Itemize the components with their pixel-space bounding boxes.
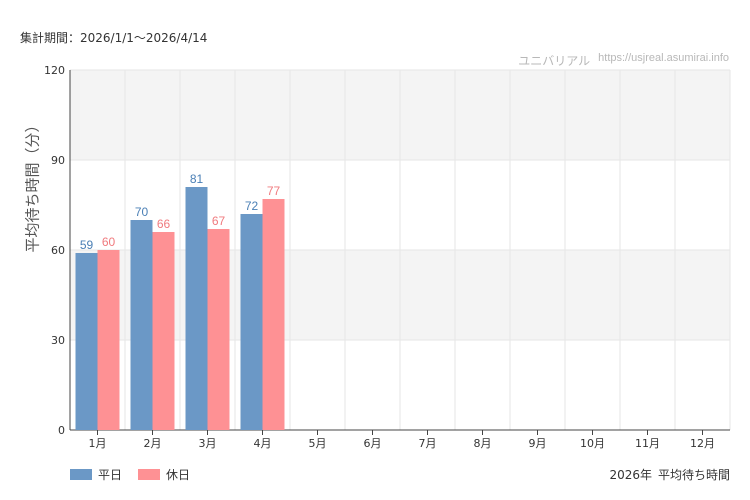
x-tick-label: 2月 bbox=[144, 437, 162, 450]
legend-swatch-weekday bbox=[70, 469, 92, 480]
bar-holiday bbox=[207, 229, 230, 430]
data-label-weekday: 72 bbox=[245, 199, 259, 213]
period-text: 集計期間：2026/1/1〜2026/4/14 bbox=[20, 31, 208, 45]
data-label-weekday: 59 bbox=[80, 238, 94, 252]
x-tick-label: 11月 bbox=[635, 437, 660, 450]
y-tick-label: 0 bbox=[58, 424, 65, 437]
x-tick-label: 1月 bbox=[89, 437, 107, 450]
x-tick-label: 4月 bbox=[254, 437, 272, 450]
legend-item-weekday[interactable]: 平日 bbox=[70, 466, 122, 483]
chart-caption: 2026年 平均待ち時間 bbox=[609, 466, 730, 483]
x-tick-label: 3月 bbox=[199, 437, 217, 450]
data-label-holiday: 77 bbox=[267, 184, 281, 198]
x-tick-label: 8月 bbox=[474, 437, 492, 450]
legend-label-holiday: 休日 bbox=[166, 468, 191, 482]
legend-item-holiday[interactable]: 休日 bbox=[138, 466, 190, 483]
bar-weekday bbox=[130, 220, 153, 430]
credit-name: ユニバリアル bbox=[518, 54, 591, 68]
legend-swatch-holiday bbox=[138, 469, 161, 480]
legend: 平日 休日 bbox=[70, 466, 190, 483]
data-label-holiday: 60 bbox=[102, 235, 116, 249]
y-tick-label: 60 bbox=[51, 244, 65, 257]
site-credit: ユニバリアル https://usjreal.asumirai.info bbox=[518, 52, 729, 69]
data-label-holiday: 66 bbox=[157, 217, 171, 231]
bar-weekday bbox=[185, 187, 208, 430]
data-label-holiday: 67 bbox=[212, 214, 226, 228]
y-tick-label: 90 bbox=[51, 154, 65, 167]
bar-weekday bbox=[75, 253, 98, 430]
x-tick-label: 12月 bbox=[690, 437, 715, 450]
caption-year: 2026年 bbox=[609, 468, 652, 482]
x-tick-label: 10月 bbox=[580, 437, 605, 450]
x-tick-label: 7月 bbox=[419, 437, 437, 450]
data-label-weekday: 70 bbox=[135, 205, 149, 219]
bar-holiday bbox=[262, 199, 285, 430]
credit-url[interactable]: https://usjreal.asumirai.info bbox=[598, 52, 729, 64]
x-tick-label: 6月 bbox=[364, 437, 382, 450]
data-label-weekday: 81 bbox=[190, 172, 204, 186]
legend-label-weekday: 平日 bbox=[98, 468, 123, 482]
bar-holiday bbox=[97, 250, 120, 430]
x-tick-label: 5月 bbox=[309, 437, 327, 450]
caption-text: 平均待ち時間 bbox=[657, 468, 730, 482]
bar-holiday bbox=[152, 232, 175, 430]
y-tick-label: 120 bbox=[44, 64, 65, 77]
bar-weekday bbox=[240, 214, 263, 430]
x-tick-label: 9月 bbox=[529, 437, 547, 450]
y-tick-label: 30 bbox=[51, 334, 65, 347]
